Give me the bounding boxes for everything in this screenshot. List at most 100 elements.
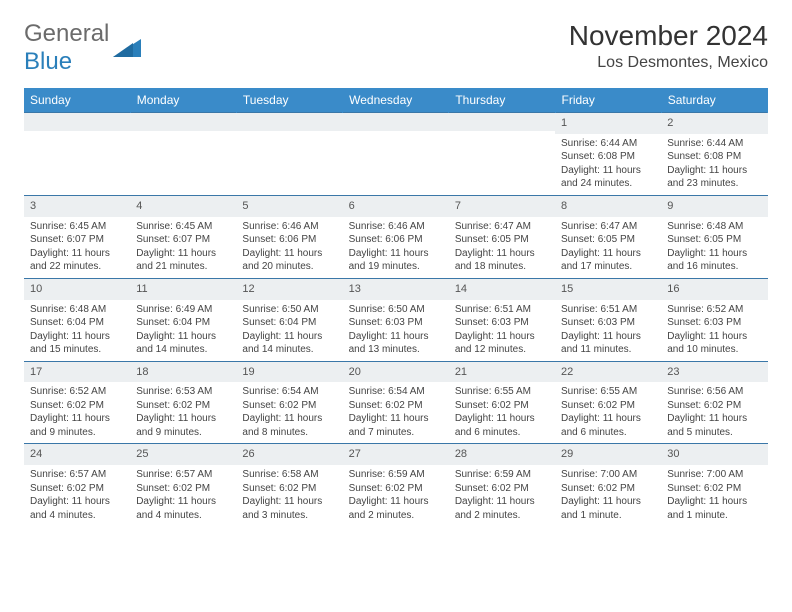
calendar-week-row: 10Sunrise: 6:48 AMSunset: 6:04 PMDayligh… xyxy=(24,278,768,361)
day-number: 25 xyxy=(130,444,236,465)
daylight-text: Daylight: 11 hours and 24 minutes. xyxy=(561,164,655,191)
sunrise-text: Sunrise: 6:46 AM xyxy=(242,220,336,234)
sunrise-text: Sunrise: 6:53 AM xyxy=(136,385,230,399)
sunset-text: Sunset: 6:04 PM xyxy=(136,316,230,330)
calendar-day-cell: 24Sunrise: 6:57 AMSunset: 6:02 PMDayligh… xyxy=(24,444,130,526)
day-info: Sunrise: 6:51 AMSunset: 6:03 PMDaylight:… xyxy=(555,300,661,361)
sunrise-text: Sunrise: 6:56 AM xyxy=(667,385,761,399)
sunrise-text: Sunrise: 6:57 AM xyxy=(30,468,124,482)
calendar-day-cell: 8Sunrise: 6:47 AMSunset: 6:05 PMDaylight… xyxy=(555,195,661,278)
daylight-text: Daylight: 11 hours and 9 minutes. xyxy=(30,412,124,439)
calendar-day-cell xyxy=(343,113,449,196)
day-number: 15 xyxy=(555,279,661,300)
sunrise-text: Sunrise: 6:48 AM xyxy=(30,303,124,317)
logo-text: General Blue xyxy=(24,20,109,76)
day-info: Sunrise: 6:59 AMSunset: 6:02 PMDaylight:… xyxy=(343,465,449,526)
calendar-day-cell: 20Sunrise: 6:54 AMSunset: 6:02 PMDayligh… xyxy=(343,361,449,444)
sunrise-text: Sunrise: 7:00 AM xyxy=(561,468,655,482)
calendar-day-cell: 28Sunrise: 6:59 AMSunset: 6:02 PMDayligh… xyxy=(449,444,555,526)
calendar-week-row: 3Sunrise: 6:45 AMSunset: 6:07 PMDaylight… xyxy=(24,195,768,278)
daylight-text: Daylight: 11 hours and 23 minutes. xyxy=(667,164,761,191)
sunrise-text: Sunrise: 6:44 AM xyxy=(561,137,655,151)
day-info: Sunrise: 6:49 AMSunset: 6:04 PMDaylight:… xyxy=(130,300,236,361)
day-number: 23 xyxy=(661,362,767,383)
day-number: 6 xyxy=(343,196,449,217)
sunset-text: Sunset: 6:02 PM xyxy=(455,482,549,496)
day-info: Sunrise: 6:50 AMSunset: 6:03 PMDaylight:… xyxy=(343,300,449,361)
logo: General Blue xyxy=(24,20,141,76)
day-info: Sunrise: 6:57 AMSunset: 6:02 PMDaylight:… xyxy=(130,465,236,526)
calendar-day-cell: 11Sunrise: 6:49 AMSunset: 6:04 PMDayligh… xyxy=(130,278,236,361)
daylight-text: Daylight: 11 hours and 15 minutes. xyxy=(30,330,124,357)
day-number: 22 xyxy=(555,362,661,383)
sunset-text: Sunset: 6:02 PM xyxy=(242,399,336,413)
sunrise-text: Sunrise: 6:46 AM xyxy=(349,220,443,234)
day-number: 17 xyxy=(24,362,130,383)
daylight-text: Daylight: 11 hours and 1 minute. xyxy=(561,495,655,522)
calendar-day-cell: 21Sunrise: 6:55 AMSunset: 6:02 PMDayligh… xyxy=(449,361,555,444)
daylight-text: Daylight: 11 hours and 20 minutes. xyxy=(242,247,336,274)
day-info: Sunrise: 6:48 AMSunset: 6:04 PMDaylight:… xyxy=(24,300,130,361)
day-info: Sunrise: 6:57 AMSunset: 6:02 PMDaylight:… xyxy=(24,465,130,526)
triangle-icon xyxy=(113,35,141,62)
weekday-header: Monday xyxy=(130,88,236,113)
daylight-text: Daylight: 11 hours and 11 minutes. xyxy=(561,330,655,357)
weekday-header: Tuesday xyxy=(236,88,342,113)
daylight-text: Daylight: 11 hours and 14 minutes. xyxy=(242,330,336,357)
day-info: Sunrise: 6:55 AMSunset: 6:02 PMDaylight:… xyxy=(555,382,661,443)
day-number: 28 xyxy=(449,444,555,465)
day-number xyxy=(449,113,555,131)
day-number: 13 xyxy=(343,279,449,300)
calendar-day-cell: 23Sunrise: 6:56 AMSunset: 6:02 PMDayligh… xyxy=(661,361,767,444)
sunrise-text: Sunrise: 6:57 AM xyxy=(136,468,230,482)
weekday-header-row: Sunday Monday Tuesday Wednesday Thursday… xyxy=(24,88,768,113)
daylight-text: Daylight: 11 hours and 14 minutes. xyxy=(136,330,230,357)
calendar-day-cell xyxy=(130,113,236,196)
calendar-day-cell: 27Sunrise: 6:59 AMSunset: 6:02 PMDayligh… xyxy=(343,444,449,526)
day-number: 4 xyxy=(130,196,236,217)
day-info: Sunrise: 6:51 AMSunset: 6:03 PMDaylight:… xyxy=(449,300,555,361)
daylight-text: Daylight: 11 hours and 1 minute. xyxy=(667,495,761,522)
calendar-day-cell: 9Sunrise: 6:48 AMSunset: 6:05 PMDaylight… xyxy=(661,195,767,278)
sunset-text: Sunset: 6:03 PM xyxy=(561,316,655,330)
day-number: 16 xyxy=(661,279,767,300)
sunrise-text: Sunrise: 6:50 AM xyxy=(242,303,336,317)
day-number: 29 xyxy=(555,444,661,465)
day-info: Sunrise: 6:47 AMSunset: 6:05 PMDaylight:… xyxy=(555,217,661,278)
daylight-text: Daylight: 11 hours and 5 minutes. xyxy=(667,412,761,439)
sunset-text: Sunset: 6:02 PM xyxy=(349,399,443,413)
sunrise-text: Sunrise: 6:59 AM xyxy=(455,468,549,482)
sunset-text: Sunset: 6:02 PM xyxy=(30,482,124,496)
daylight-text: Daylight: 11 hours and 10 minutes. xyxy=(667,330,761,357)
daylight-text: Daylight: 11 hours and 22 minutes. xyxy=(30,247,124,274)
day-number: 10 xyxy=(24,279,130,300)
day-info: Sunrise: 6:48 AMSunset: 6:05 PMDaylight:… xyxy=(661,217,767,278)
day-number: 2 xyxy=(661,113,767,134)
day-info: Sunrise: 6:50 AMSunset: 6:04 PMDaylight:… xyxy=(236,300,342,361)
calendar-day-cell: 30Sunrise: 7:00 AMSunset: 6:02 PMDayligh… xyxy=(661,444,767,526)
day-info: Sunrise: 6:52 AMSunset: 6:02 PMDaylight:… xyxy=(24,382,130,443)
calendar-day-cell: 13Sunrise: 6:50 AMSunset: 6:03 PMDayligh… xyxy=(343,278,449,361)
calendar-day-cell: 4Sunrise: 6:45 AMSunset: 6:07 PMDaylight… xyxy=(130,195,236,278)
sunset-text: Sunset: 6:06 PM xyxy=(349,233,443,247)
daylight-text: Daylight: 11 hours and 8 minutes. xyxy=(242,412,336,439)
calendar-day-cell: 17Sunrise: 6:52 AMSunset: 6:02 PMDayligh… xyxy=(24,361,130,444)
sunset-text: Sunset: 6:07 PM xyxy=(30,233,124,247)
sunrise-text: Sunrise: 6:55 AM xyxy=(561,385,655,399)
day-number: 3 xyxy=(24,196,130,217)
calendar-day-cell: 14Sunrise: 6:51 AMSunset: 6:03 PMDayligh… xyxy=(449,278,555,361)
weekday-header: Friday xyxy=(555,88,661,113)
calendar-day-cell: 25Sunrise: 6:57 AMSunset: 6:02 PMDayligh… xyxy=(130,444,236,526)
day-number: 19 xyxy=(236,362,342,383)
sunset-text: Sunset: 6:04 PM xyxy=(30,316,124,330)
sunset-text: Sunset: 6:02 PM xyxy=(136,482,230,496)
day-info: Sunrise: 6:44 AMSunset: 6:08 PMDaylight:… xyxy=(555,134,661,195)
sunset-text: Sunset: 6:08 PM xyxy=(667,150,761,164)
location: Los Desmontes, Mexico xyxy=(569,54,768,72)
sunrise-text: Sunrise: 6:51 AM xyxy=(561,303,655,317)
day-number: 7 xyxy=(449,196,555,217)
day-info: Sunrise: 6:44 AMSunset: 6:08 PMDaylight:… xyxy=(661,134,767,195)
calendar-day-cell: 7Sunrise: 6:47 AMSunset: 6:05 PMDaylight… xyxy=(449,195,555,278)
day-number: 30 xyxy=(661,444,767,465)
calendar-day-cell: 10Sunrise: 6:48 AMSunset: 6:04 PMDayligh… xyxy=(24,278,130,361)
